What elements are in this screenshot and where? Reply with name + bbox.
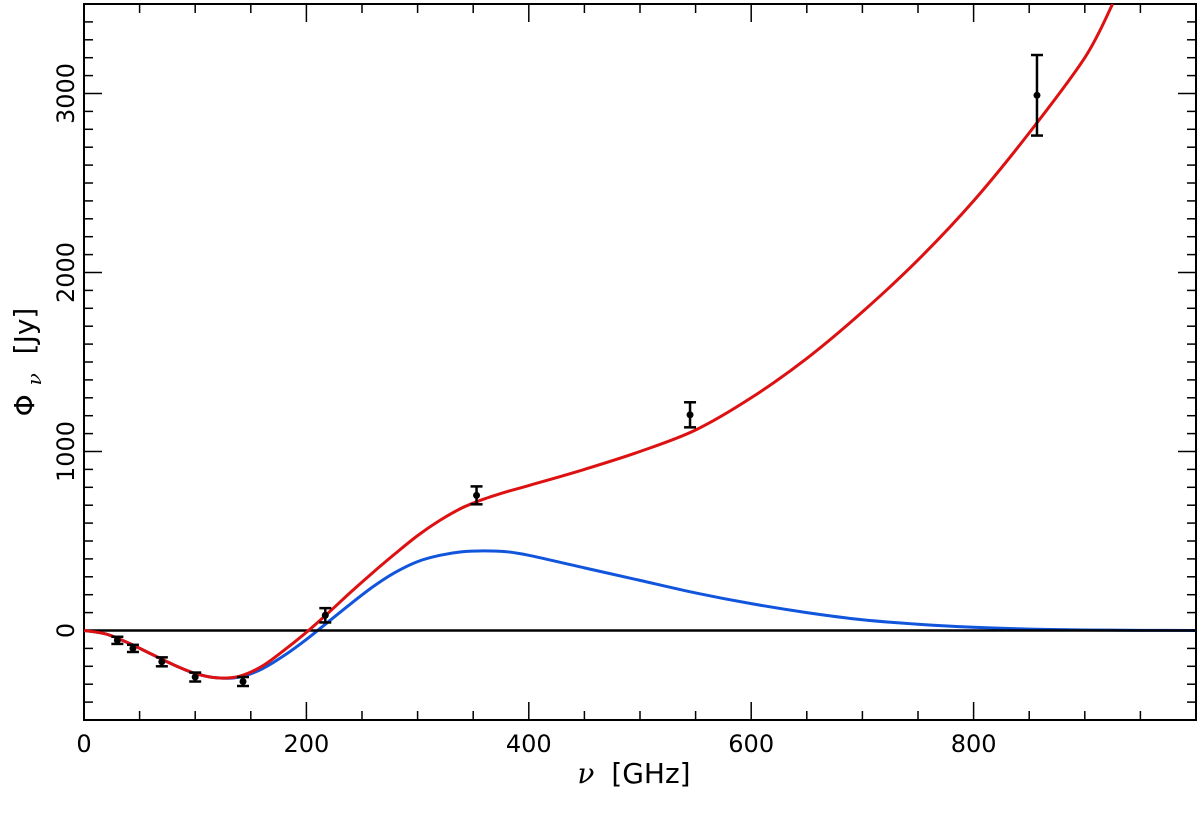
data-point	[237, 675, 250, 688]
x-tick-label: 600	[728, 730, 774, 758]
axis-ticks	[83, 4, 1197, 720]
y-tick-label: 1000	[52, 421, 80, 482]
axis-tick-labels: 0 200 400 600 800 0 1000 2000 3000	[52, 63, 997, 758]
y-axis-title: Φ ν [Jy]	[8, 308, 48, 417]
data-point	[189, 671, 202, 683]
y-axis-symbol: Φ	[8, 394, 41, 416]
y-axis-subscript: ν	[22, 373, 46, 385]
data-point	[470, 485, 483, 506]
blue-model-curve	[84, 549, 1196, 680]
data-marker	[191, 673, 199, 681]
data-marker	[113, 636, 121, 644]
data-marker	[473, 491, 481, 499]
data-marker	[129, 644, 137, 652]
y-tick-label: 0	[52, 623, 80, 638]
series-layer	[84, 4, 1196, 688]
data-point	[684, 401, 697, 429]
y-tick-label: 3000	[52, 63, 80, 124]
data-marker	[321, 611, 329, 619]
data-point	[319, 606, 332, 624]
red-model-curve	[84, 4, 1114, 680]
data-marker	[239, 678, 247, 686]
y-axis-unit: [Jy]	[8, 308, 41, 355]
data-point	[111, 635, 124, 646]
x-tick-label: 400	[506, 730, 552, 758]
data-point	[155, 656, 168, 668]
y-tick-label: 2000	[52, 242, 80, 303]
data-marker	[1033, 91, 1041, 99]
x-tick-label: 0	[76, 730, 91, 758]
x-axis-symbol: ν	[577, 757, 594, 790]
x-axis-title: ν [GHz]	[577, 757, 690, 790]
data-point	[126, 643, 139, 654]
data-marker	[158, 658, 166, 666]
data-point	[1030, 53, 1043, 137]
data-marker	[686, 411, 694, 419]
x-tick-label: 200	[283, 730, 329, 758]
x-tick-label: 800	[951, 730, 997, 758]
plot-frame	[83, 3, 1197, 721]
x-axis-unit: [GHz]	[611, 757, 690, 790]
